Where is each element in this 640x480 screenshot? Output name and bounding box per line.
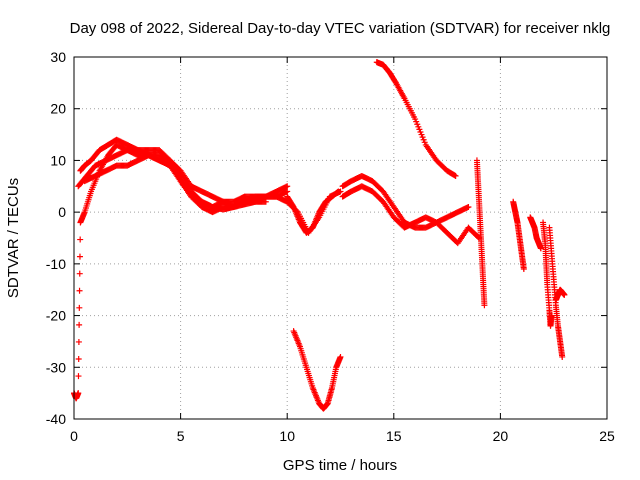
data-point (561, 291, 568, 298)
x-axis-label: GPS time / hours (283, 457, 397, 474)
data-point (520, 266, 527, 273)
data-point (537, 245, 544, 252)
y-tick-label: -30 (46, 359, 66, 375)
x-tick-label: 20 (493, 428, 509, 444)
x-tick-label: 25 (599, 428, 615, 444)
y-tick-label: 30 (50, 49, 66, 65)
data-point (76, 253, 83, 260)
y-tick-label: 20 (50, 101, 66, 117)
data-point (77, 236, 84, 243)
x-tick-label: 0 (70, 428, 78, 444)
y-tick-label: 0 (58, 204, 66, 220)
plot-frame (73, 56, 608, 420)
series-track-e (284, 188, 342, 236)
data-point (284, 188, 291, 195)
series-track-h (373, 59, 459, 179)
data-point (76, 287, 83, 294)
series-track-j (473, 157, 488, 309)
x-tick-label: 10 (279, 428, 295, 444)
series-track-d (81, 152, 344, 236)
data-point (335, 188, 342, 195)
data-point (76, 304, 83, 311)
y-axis-label: SDTVAR / TECUs (5, 178, 22, 298)
data-point (262, 198, 269, 205)
data-point (76, 270, 83, 277)
y-tick-label: 10 (50, 152, 66, 168)
data-point (284, 183, 291, 190)
series-track-k (510, 198, 527, 273)
data-point (548, 312, 555, 319)
x-tick-labels: 0 5 10 15 20 25 (70, 428, 615, 444)
data-point (465, 203, 472, 210)
series-track-m (540, 219, 555, 329)
series-track-g (339, 183, 483, 247)
data-point (75, 356, 82, 363)
y-tick-label: -40 (46, 411, 66, 427)
data-point (481, 302, 488, 309)
series-track-i (290, 328, 344, 412)
data-point (75, 338, 82, 345)
y-tick-labels: -40 -30 -20 -10 0 10 20 30 (46, 49, 66, 427)
y-tick-label: -10 (46, 256, 66, 272)
axis-ticks (73, 56, 608, 420)
series-track-f (339, 172, 472, 231)
data-points (71, 59, 568, 412)
data-point (559, 353, 566, 360)
x-tick-label: 5 (177, 428, 185, 444)
data-point (75, 373, 82, 380)
data-point (452, 172, 459, 179)
chart-title: Day 098 of 2022, Sidereal Day-to-day VTE… (70, 20, 611, 37)
series-track-o (552, 286, 568, 304)
data-point (337, 353, 344, 360)
data-point (76, 321, 83, 328)
series-track-l (527, 214, 544, 252)
data-point (75, 390, 82, 397)
y-tick-label: -20 (46, 308, 66, 324)
x-tick-label: 15 (386, 428, 402, 444)
